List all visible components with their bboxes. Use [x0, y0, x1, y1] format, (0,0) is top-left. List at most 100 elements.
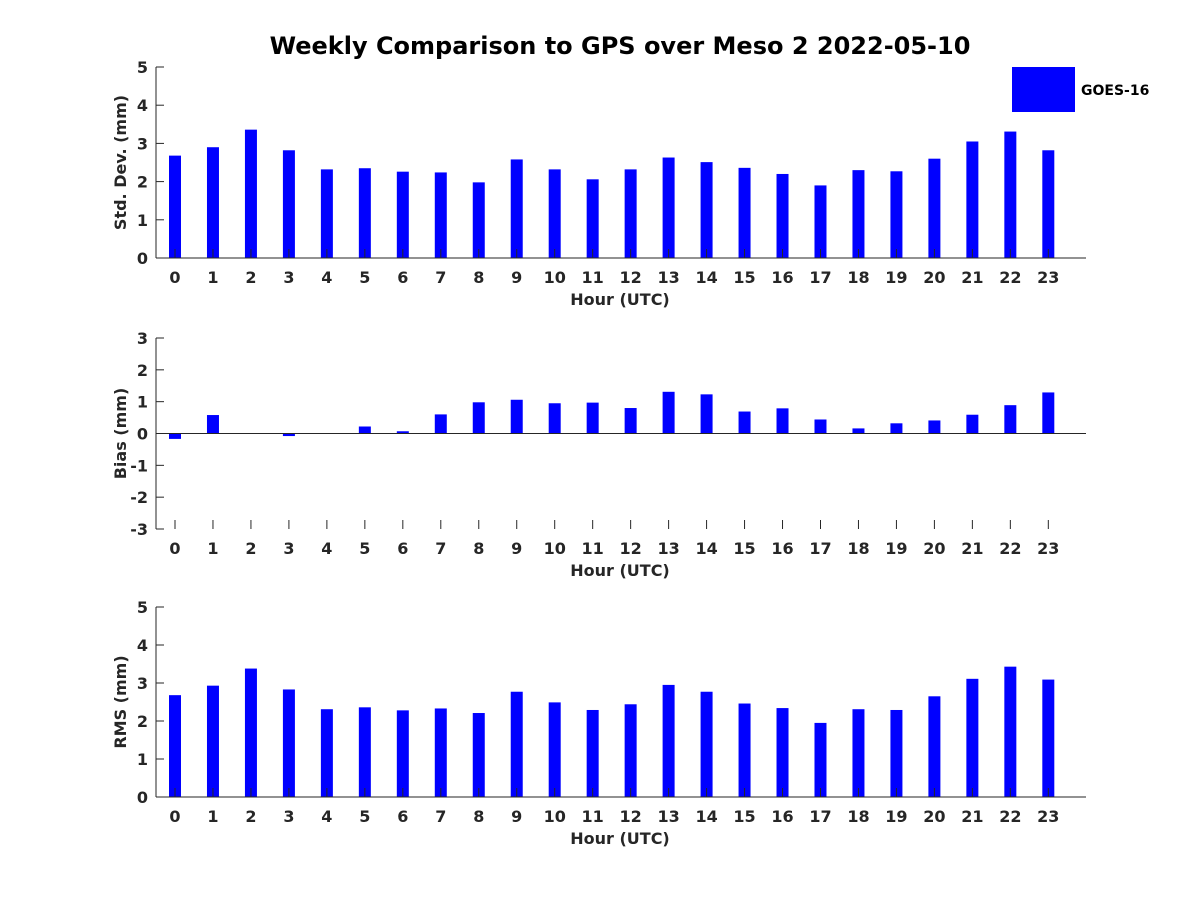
rms-bar-14 [700, 691, 713, 797]
bias-x-tick-label: 4 [321, 539, 332, 558]
std-dev-x-label: Hour (UTC) [570, 290, 670, 309]
rms-x-tick-label: 12 [620, 807, 642, 826]
bias-x-tick-label: 9 [511, 539, 522, 558]
std-dev-x-tick-label: 22 [999, 268, 1021, 287]
rms-bar-11 [586, 709, 599, 797]
bias-bar-1 [206, 415, 219, 434]
bias-bar-7 [434, 414, 447, 434]
std-dev-y-tick-label: 0 [137, 249, 148, 268]
std-dev-bar-7 [434, 172, 447, 258]
bias-bar-8 [472, 402, 485, 434]
rms-y-tick-label: 5 [137, 598, 148, 617]
rms-y-tick-label: 1 [137, 750, 148, 769]
std-dev-bar-14 [700, 162, 713, 258]
bias-x-tick-label: 12 [620, 539, 642, 558]
rms-bar-9 [510, 691, 523, 797]
rms-x-tick-label: 17 [809, 807, 831, 826]
rms-x-tick-label: 5 [359, 807, 370, 826]
std-dev-y-tick-label: 1 [137, 211, 148, 230]
rms-bar-1 [206, 685, 219, 797]
bias-y-tick-label: 2 [137, 361, 148, 380]
rms-x-tick-label: 13 [657, 807, 679, 826]
std-dev-bar-16 [776, 173, 789, 258]
rms-x-tick-label: 9 [511, 807, 522, 826]
std-dev-bar-6 [396, 171, 409, 258]
std-dev-x-tick-label: 13 [657, 268, 679, 287]
bias-bar-9 [510, 399, 523, 434]
bias-bar-19 [890, 423, 903, 434]
bias-bar-13 [662, 391, 675, 434]
rms-bar-7 [434, 708, 447, 797]
std-dev-x-tick-label: 18 [847, 268, 869, 287]
bias-x-tick-label: 21 [961, 539, 983, 558]
bias-x-label: Hour (UTC) [570, 561, 670, 580]
rms-x-tick-label: 18 [847, 807, 869, 826]
rms-bar-5 [358, 707, 371, 797]
rms-x-tick-label: 22 [999, 807, 1021, 826]
bias-bar-18 [852, 428, 865, 434]
std-dev-bar-5 [358, 168, 371, 258]
bias-bar-3 [282, 433, 295, 437]
rms-x-tick-label: 11 [582, 807, 604, 826]
bias-y-tick-label: 0 [137, 425, 148, 444]
std-dev-x-tick-label: 5 [359, 268, 370, 287]
std-dev-bar-19 [890, 171, 903, 258]
bias-bar-10 [548, 403, 561, 434]
rms-bar-13 [662, 684, 675, 797]
rms-bar-2 [244, 668, 257, 797]
legend-swatch [1012, 67, 1075, 112]
std-dev-x-tick-label: 4 [321, 268, 332, 287]
rms-bar-23 [1042, 679, 1055, 797]
rms-bar-3 [282, 689, 295, 797]
bias-x-tick-label: 23 [1037, 539, 1059, 558]
std-dev-bar-15 [738, 167, 751, 258]
bias-bar-0 [169, 433, 181, 439]
bias-bar-16 [776, 408, 789, 434]
std-dev-bar-9 [510, 159, 523, 258]
rms-bar-10 [548, 702, 561, 797]
std-dev-x-tick-label: 3 [283, 268, 294, 287]
rms-y-tick-label: 3 [137, 674, 148, 693]
std-dev-x-tick-label: 6 [397, 268, 408, 287]
bias-x-tick-label: 1 [207, 539, 218, 558]
bias-x-tick-label: 18 [847, 539, 869, 558]
std-dev-bar-12 [624, 169, 637, 258]
rms-x-tick-label: 8 [473, 807, 484, 826]
rms-x-tick-label: 19 [885, 807, 907, 826]
bias-x-tick-label: 3 [283, 539, 294, 558]
rms-y-tick-label: 0 [137, 788, 148, 807]
bias-x-tick-label: 17 [809, 539, 831, 558]
bias-x-tick-label: 11 [582, 539, 604, 558]
rms-x-tick-label: 23 [1037, 807, 1059, 826]
std-dev-bar-0 [169, 155, 181, 258]
rms-y-tick-label: 2 [137, 712, 148, 731]
rms-x-tick-label: 21 [961, 807, 983, 826]
std-dev-y-tick-label: 3 [137, 134, 148, 153]
std-dev-x-tick-label: 21 [961, 268, 983, 287]
std-dev-x-tick-label: 20 [923, 268, 945, 287]
bias-x-tick-label: 14 [695, 539, 717, 558]
std-dev-bar-18 [852, 170, 865, 258]
std-dev-y-label: Std. Dev. (mm) [111, 95, 130, 230]
bias-x-tick-label: 19 [885, 539, 907, 558]
std-dev-bar-3 [282, 150, 295, 258]
bias-bar-12 [624, 408, 637, 434]
chart-title: Weekly Comparison to GPS over Meso 2 202… [270, 32, 971, 60]
rms-x-tick-label: 6 [397, 807, 408, 826]
legend: GOES-16 [1012, 67, 1149, 112]
std-dev-y-tick-label: 5 [137, 58, 148, 77]
rms-y-label: RMS (mm) [111, 655, 130, 748]
std-dev-bar-17 [814, 185, 827, 258]
std-dev-y-tick-label: 2 [137, 173, 148, 192]
bias-y-tick-label: -2 [130, 488, 148, 507]
std-dev-x-tick-label: 15 [733, 268, 755, 287]
bias-bar-6 [396, 431, 409, 434]
std-dev-x-tick-label: 10 [544, 268, 566, 287]
bias-x-tick-label: 7 [435, 539, 446, 558]
bias-y-tick-label: 3 [137, 329, 148, 348]
std-dev-bar-13 [662, 157, 675, 258]
bias-x-tick-label: 16 [771, 539, 793, 558]
